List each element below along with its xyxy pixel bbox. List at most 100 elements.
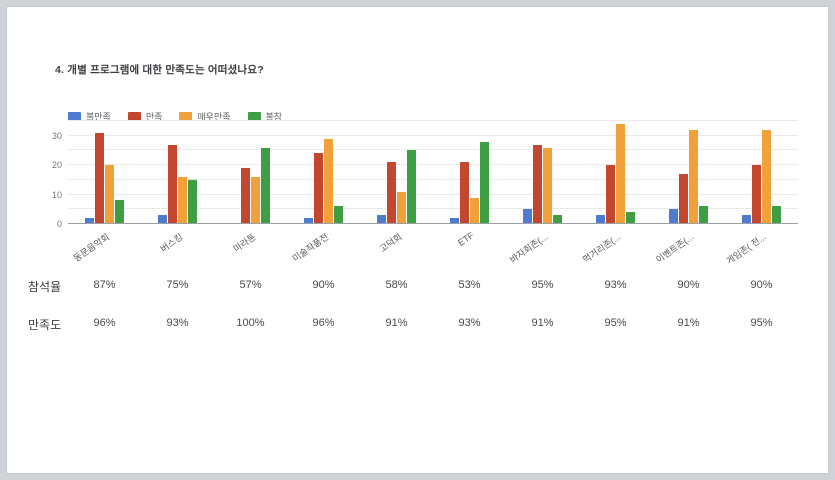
gridline <box>68 193 798 195</box>
stat-value: 91% <box>677 317 700 329</box>
bar-매우만족[interactable] <box>105 165 114 224</box>
bar-불만족[interactable] <box>669 209 678 224</box>
stat-value: 100% <box>236 317 265 329</box>
x-category-label: 동문음악회 <box>71 231 112 264</box>
legend-label: 만족 <box>145 111 163 122</box>
bar-group-6: 바자회존(... <box>506 121 579 265</box>
bar-불만족[interactable] <box>450 218 459 224</box>
bar-불만족[interactable] <box>523 209 532 224</box>
bar-group-0: 동문음악회 <box>68 121 141 264</box>
x-axis-line <box>68 223 798 224</box>
bar-불만족[interactable] <box>158 215 167 224</box>
bar-group-7: 먹거리존(... <box>579 121 652 265</box>
satisfaction-rate-label: 만족도 <box>28 318 62 332</box>
bar-매우만족[interactable] <box>178 176 187 224</box>
y-tick-label: 0 <box>56 219 62 229</box>
bar-group-5: ETF <box>433 121 506 248</box>
gridline <box>68 120 798 121</box>
x-category-label: 미술작품전 <box>290 231 331 264</box>
bar-만족[interactable] <box>752 165 761 224</box>
bar-group-8: 이벤트존(... <box>652 121 725 265</box>
legend-swatch-icon <box>127 111 141 121</box>
legend-label: 매우만족 <box>197 111 231 122</box>
legend-swatch-icon <box>179 111 193 121</box>
bar-불만족[interactable] <box>742 215 751 224</box>
bar-만족[interactable] <box>168 144 177 224</box>
bar-불만족[interactable] <box>85 218 94 224</box>
bar-만족[interactable] <box>314 153 323 224</box>
stat-value: 96% <box>93 317 116 329</box>
chart-legend: 불만족 만족 매우만족 불참 <box>68 110 282 122</box>
bar-매우만족[interactable] <box>689 129 698 224</box>
stat-value: 93% <box>458 317 481 329</box>
bar-불만족[interactable] <box>304 218 313 224</box>
legend-item-0[interactable]: 불만족 <box>68 110 111 123</box>
stat-value: 90% <box>677 279 700 291</box>
bar-매우만족[interactable] <box>543 147 552 224</box>
bar-불참[interactable] <box>626 212 635 224</box>
stat-value: 75% <box>166 279 189 291</box>
bar-만족[interactable] <box>387 162 396 224</box>
stat-value: 53% <box>458 279 481 291</box>
bar-만족[interactable] <box>241 168 250 224</box>
bar-만족[interactable] <box>533 144 542 224</box>
stat-value: 90% <box>750 279 773 291</box>
stat-value: 93% <box>166 317 189 329</box>
stat-value: 87% <box>93 279 116 291</box>
stat-value: 95% <box>750 317 773 329</box>
bar-매우만족[interactable] <box>616 123 625 224</box>
stat-value: 90% <box>312 279 335 291</box>
x-category-label: 고덕회 <box>377 231 404 255</box>
slide-canvas: 4. 개별 프로그램에 대한 만족도는 어떠셨나요? 불만족 만족 매우만족 불참 0… <box>6 6 829 474</box>
bar-매우만족[interactable] <box>324 138 333 224</box>
bar-만족[interactable] <box>460 162 469 224</box>
bar-불참[interactable] <box>699 206 708 224</box>
stat-value: 57% <box>239 279 262 291</box>
gridline <box>68 134 798 136</box>
bar-불참[interactable] <box>480 141 489 224</box>
bar-매우만족[interactable] <box>762 129 771 224</box>
x-category-label: ETF <box>455 230 476 248</box>
legend-swatch-icon <box>68 111 81 121</box>
bar-불참[interactable] <box>188 179 197 224</box>
attendance-rate-values: 87% 75% 57% 90% 58% 53% 95% 93% 90% 90% <box>68 279 798 291</box>
bar-매우만족[interactable] <box>251 176 260 224</box>
bar-불참[interactable] <box>115 200 124 224</box>
gridline <box>68 149 798 151</box>
x-category-label: 마라톤 <box>231 231 258 255</box>
gridline <box>68 164 798 166</box>
bar-불참[interactable] <box>772 206 781 224</box>
satisfaction-rate-values: 96% 93% 100% 96% 91% 93% 91% 95% 91% 95% <box>68 317 798 329</box>
stat-value: 95% <box>604 317 627 329</box>
plot-area: 동문음악회 버스킹 마라톤 미술작품전 고덕회 ETF 바자회존(... 먹거리존(... 이벤… <box>68 121 798 266</box>
satisfaction-rate-row: 만족도 96% 93% 100% 96% 91% 93% 91% 95% 91% 95% <box>6 316 829 332</box>
bar-불참[interactable] <box>407 150 416 224</box>
x-category-label: 이벤트존(... <box>653 231 696 265</box>
bar-불참[interactable] <box>553 215 562 224</box>
gridline <box>68 208 798 210</box>
bar-group-1: 버스킹 <box>141 121 214 254</box>
legend-item-2[interactable]: 매우만족 <box>179 110 231 123</box>
bar-불참[interactable] <box>261 147 270 224</box>
x-category-label: 버스킹 <box>158 231 185 255</box>
stat-value: 96% <box>312 317 335 329</box>
bar-만족[interactable] <box>95 132 104 224</box>
stat-value: 95% <box>531 279 554 291</box>
bar-불만족[interactable] <box>596 215 605 224</box>
bar-매우만족[interactable] <box>470 197 479 224</box>
bar-group-9: 게임존( 전... <box>725 121 798 266</box>
bar-불참[interactable] <box>334 206 343 224</box>
stat-value: 93% <box>604 279 627 291</box>
x-category-label: 바자회존(... <box>507 231 550 265</box>
grouped-bar-chart: 0 10 20 30 동문음악회 버스킹 마라톤 미술작품전 고덕회 ETF 바자회존(... 먹거… <box>52 120 798 266</box>
bar-group-2: 마라톤 <box>214 121 287 254</box>
bar-불만족[interactable] <box>377 215 386 224</box>
legend-swatch-icon <box>247 111 261 121</box>
bar-만족[interactable] <box>606 165 615 224</box>
chart-title: 4. 개별 프로그램에 대한 만족도는 어떠셨나요? <box>55 64 264 76</box>
legend-item-3[interactable]: 불참 <box>247 110 282 123</box>
bar-만족[interactable] <box>679 173 688 224</box>
legend-item-1[interactable]: 만족 <box>127 110 163 123</box>
attendance-rate-label: 참석율 <box>28 280 62 294</box>
bar-매우만족[interactable] <box>397 191 406 224</box>
